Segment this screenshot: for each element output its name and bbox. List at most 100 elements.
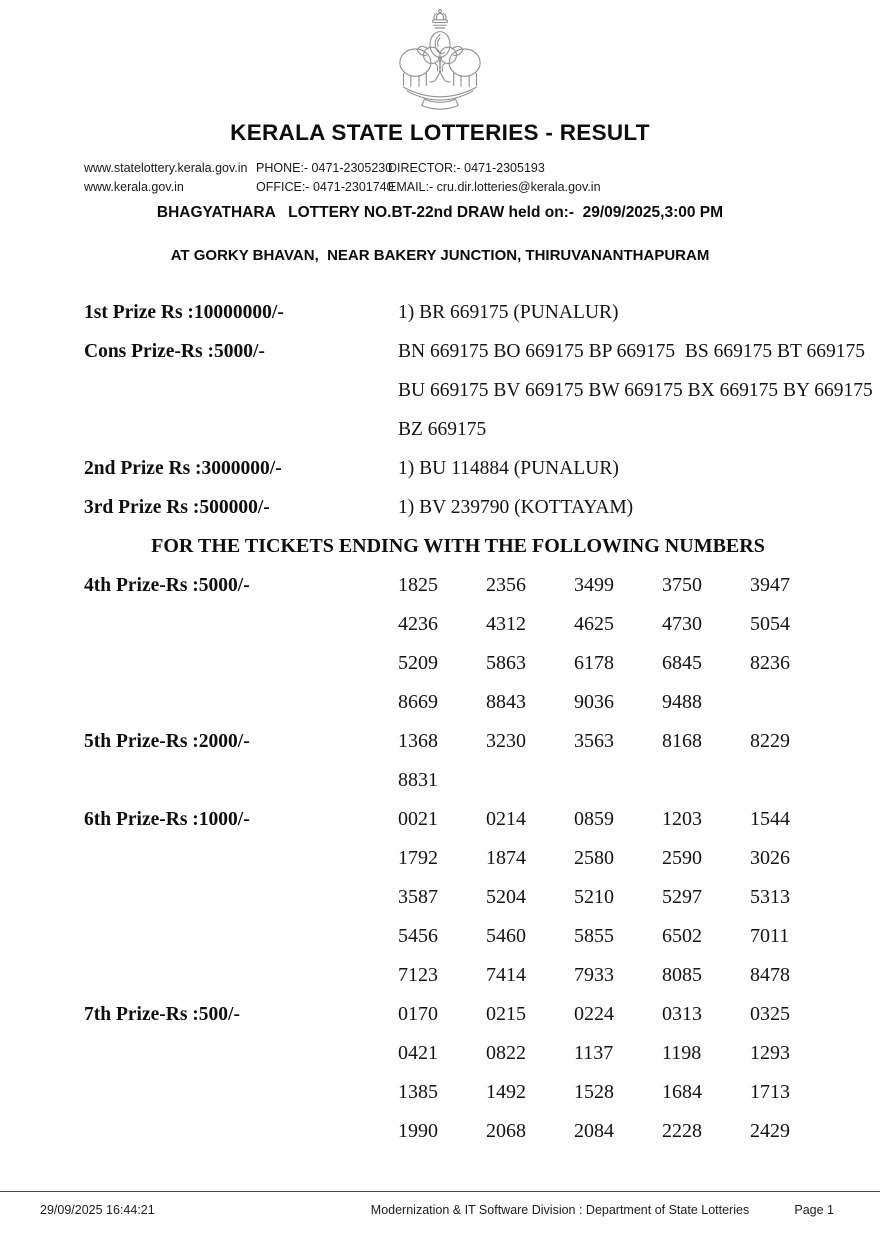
ticket-number: 8831 <box>398 769 438 791</box>
ticket-number: 1198 <box>662 1042 702 1064</box>
ticket-number: 5313 <box>750 886 790 908</box>
prize-label: 2nd Prize Rs :3000000/- <box>84 458 282 479</box>
prize-winner-line: 1) BU 114884 (PUNALUR) <box>398 458 619 479</box>
ticket-number: 3499 <box>574 574 614 596</box>
prize-winner-line: BU 669175 BV 669175 BW 669175 BX 669175 … <box>398 380 873 401</box>
ticket-number: 2068 <box>486 1120 526 1142</box>
ticket-number-grid: 0170 0215 0224 0313 0325 0421 0822 1137 1198 1293… <box>398 995 838 1151</box>
ticket-number: 0214 <box>486 808 526 830</box>
ticket-number-row: 1368 3230 3563 8168 8229 <box>398 722 838 761</box>
ticket-number: 1544 <box>750 808 790 830</box>
phone-number: PHONE:- 0471-2305230 <box>256 161 393 175</box>
results-body: 1st Prize Rs :10000000/- 1) BR 669175 (PU… <box>84 293 880 1151</box>
footer-timestamp: 29/09/2025 16:44:21 <box>40 1203 155 1217</box>
ticket-number-row: 1990 2068 2084 2228 2429 <box>398 1112 838 1151</box>
ticket-number: 1492 <box>486 1081 526 1103</box>
prize-label: 6th Prize-Rs :1000/- <box>84 809 250 830</box>
ticket-number: 3026 <box>750 847 790 869</box>
kerala-state-emblem-icon <box>394 7 486 111</box>
ticket-number: 9488 <box>662 691 702 713</box>
footer-page-number: Page 1 <box>794 1203 834 1217</box>
ticket-number: 5297 <box>662 886 702 908</box>
ticket-number: 8236 <box>750 652 790 674</box>
ticket-number: 1713 <box>750 1081 790 1103</box>
ticket-number: 4312 <box>486 613 526 635</box>
ticket-number: 1137 <box>574 1042 614 1064</box>
prize-winner-line: BN 669175 BO 669175 BP 669175 BS 669175 … <box>398 341 865 362</box>
ticket-number: 1825 <box>398 574 438 596</box>
ticket-number: 3750 <box>662 574 702 596</box>
ticket-number: 4236 <box>398 613 438 635</box>
ticket-number: 7123 <box>398 964 438 986</box>
ticket-number: 0170 <box>398 1003 438 1025</box>
ticket-number: 5863 <box>486 652 526 674</box>
footer-division: Modernization & IT Software Division : D… <box>370 1203 750 1217</box>
ticket-number: 5855 <box>574 925 614 947</box>
ticket-number: 0822 <box>486 1042 526 1064</box>
ticket-number: 0421 <box>398 1042 438 1064</box>
ticket-number-grid: 0021 0214 0859 1203 1544 1792 1874 2580 2590 3026… <box>398 800 838 995</box>
ticket-number: 1874 <box>486 847 526 869</box>
ticket-number: 5460 <box>486 925 526 947</box>
ticket-number: 1528 <box>574 1081 614 1103</box>
prize-winners: 1) BR 669175 (PUNALUR) <box>398 293 618 332</box>
page-header: KERALA STATE LOTTERIES - RESULT www.stat… <box>0 0 880 264</box>
ticket-number-row: 8831 <box>398 761 838 800</box>
ticket-number: 5456 <box>398 925 438 947</box>
ticket-number: 4730 <box>662 613 702 635</box>
website-statelottery: www.statelottery.kerala.gov.in <box>84 161 248 175</box>
ticket-number-row: 0021 0214 0859 1203 1544 <box>398 800 838 839</box>
ticket-number: 4625 <box>574 613 614 635</box>
ticket-number: 3947 <box>750 574 790 596</box>
ticket-number: 2084 <box>574 1120 614 1142</box>
ending-prize-list: 4th Prize-Rs :5000/- 1825 2356 3499 3750 3947… <box>84 566 880 1151</box>
ticket-number: 8478 <box>750 964 790 986</box>
ticket-number: 5210 <box>574 886 614 908</box>
ticket-number: 1293 <box>750 1042 790 1064</box>
ticket-number-grid: 1368 3230 3563 8168 8229 8831 <box>398 722 838 800</box>
website-kerala: www.kerala.gov.in <box>84 180 184 194</box>
prize-row: 1st Prize Rs :10000000/- 1) BR 669175 (PU… <box>84 293 880 332</box>
ticket-number: 1368 <box>398 730 438 752</box>
ticket-number: 6502 <box>662 925 702 947</box>
ticket-number: 1684 <box>662 1081 702 1103</box>
ticket-number-row: 1385 1492 1528 1684 1713 <box>398 1073 838 1112</box>
ticket-number: 2580 <box>574 847 614 869</box>
ticket-number-row: 1792 1874 2580 2590 3026 <box>398 839 838 878</box>
ticket-number-row: 4236 4312 4625 4730 5054 <box>398 605 838 644</box>
ticket-number: 1792 <box>398 847 438 869</box>
ticket-number-row: 5209 5863 6178 6845 8236 <box>398 644 838 683</box>
page-footer: 29/09/2025 16:44:21 Modernization & IT S… <box>0 1191 880 1219</box>
ticket-number: 0215 <box>486 1003 526 1025</box>
ticket-number: 2356 <box>486 574 526 596</box>
ticket-number: 5204 <box>486 886 526 908</box>
prize-label: Cons Prize-Rs :5000/- <box>84 341 265 362</box>
ticket-number: 9036 <box>574 691 614 713</box>
top-prize-list: 1st Prize Rs :10000000/- 1) BR 669175 (PU… <box>84 293 880 527</box>
ticket-number: 6178 <box>574 652 614 674</box>
ticket-number: 0859 <box>574 808 614 830</box>
contact-info: www.statelottery.kerala.gov.in www.keral… <box>84 159 880 197</box>
prize-winners: BN 669175 BO 669175 BP 669175 BS 669175 … <box>398 332 873 449</box>
email-address: EMAIL:- cru.dir.lotteries@kerala.gov.in <box>388 180 601 194</box>
ticket-number: 0313 <box>662 1003 702 1025</box>
prize-row: 5th Prize-Rs :2000/- 1368 3230 3563 8168 8229… <box>84 722 880 800</box>
ticket-number-row: 3587 5204 5210 5297 5313 <box>398 878 838 917</box>
ticket-number: 0224 <box>574 1003 614 1025</box>
prize-label: 1st Prize Rs :10000000/- <box>84 302 284 323</box>
prize-winner-line: 1) BV 239790 (KOTTAYAM) <box>398 497 634 518</box>
prize-row: 3rd Prize Rs :500000/- 1) BV 239790 (KOTT… <box>84 488 880 527</box>
ticket-number-grid: 1825 2356 3499 3750 3947 4236 4312 4625 4730 5054… <box>398 566 838 722</box>
prize-label: 7th Prize-Rs :500/- <box>84 1004 240 1025</box>
prize-winners: 1) BU 114884 (PUNALUR) <box>398 449 619 488</box>
prize-row: Cons Prize-Rs :5000/- BN 669175 BO 669175… <box>84 332 880 449</box>
ticket-number: 0325 <box>750 1003 790 1025</box>
ticket-number: 2228 <box>662 1120 702 1142</box>
ticket-number: 1385 <box>398 1081 438 1103</box>
ticket-number: 7414 <box>486 964 526 986</box>
ticket-number: 6845 <box>662 652 702 674</box>
ticket-number: 8168 <box>662 730 702 752</box>
prize-row: 2nd Prize Rs :3000000/- 1) BU 114884 (PUN… <box>84 449 880 488</box>
ticket-number: 3587 <box>398 886 438 908</box>
